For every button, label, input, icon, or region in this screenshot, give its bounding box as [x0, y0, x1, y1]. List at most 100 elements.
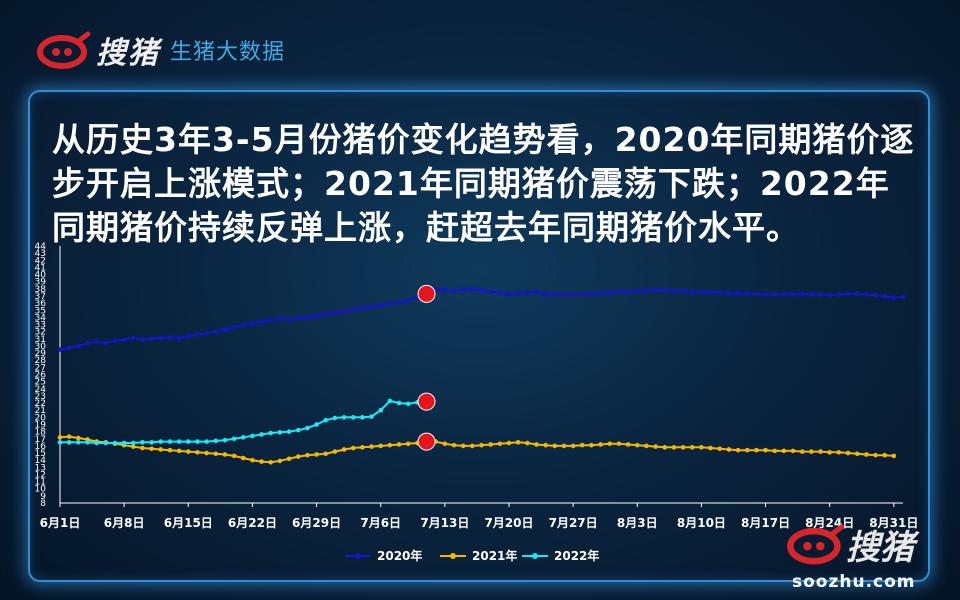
- data-point: [506, 440, 512, 446]
- data-point: [204, 439, 209, 444]
- watermark-name: 搜猪: [846, 528, 914, 568]
- data-point: [240, 455, 246, 461]
- highlight-marker: [417, 392, 436, 411]
- data-point: [534, 289, 539, 294]
- data-point: [891, 453, 897, 459]
- data-point: [717, 290, 723, 295]
- data-point: [360, 445, 365, 450]
- data-point: [552, 443, 558, 449]
- data-point: [497, 441, 503, 447]
- data-point: [772, 448, 778, 454]
- y-tick-label: 44: [35, 242, 47, 252]
- x-tick-label: 8月31日: [869, 516, 918, 530]
- data-point: [579, 442, 585, 448]
- data-point: [836, 292, 842, 297]
- data-point: [167, 447, 173, 453]
- data-point: [589, 442, 594, 448]
- data-point: [195, 450, 200, 455]
- data-point: [341, 415, 347, 420]
- data-point: [131, 335, 136, 341]
- data-point: [240, 435, 246, 440]
- data-point: [167, 335, 173, 340]
- data-point: [85, 340, 90, 346]
- y-tick-label: 38: [35, 285, 47, 295]
- data-point: [598, 290, 603, 296]
- data-point: [85, 440, 90, 445]
- data-point: [259, 459, 264, 464]
- data-point: [451, 442, 457, 448]
- data-point: [396, 400, 402, 406]
- data-point: [286, 456, 292, 462]
- data-point: [689, 289, 695, 294]
- data-point: [607, 290, 613, 295]
- data-point: [818, 292, 823, 297]
- y-tick-label: 29: [35, 349, 47, 359]
- data-point: [378, 443, 384, 449]
- data-point: [744, 291, 750, 297]
- data-point: [827, 292, 832, 298]
- x-tick-label: 8月10日: [677, 516, 726, 530]
- y-tick-label: 35: [35, 306, 46, 316]
- data-point: [76, 440, 81, 445]
- data-point: [671, 445, 677, 450]
- data-point: [158, 439, 164, 444]
- data-point: [717, 446, 723, 452]
- data-point: [277, 458, 283, 464]
- legend-label: 2021年: [472, 548, 517, 563]
- data-point: [818, 449, 823, 454]
- x-tick-label: 6月29日: [292, 516, 341, 530]
- watermark-url: soozhu.com: [792, 572, 916, 592]
- data-point: [442, 441, 448, 447]
- data-point: [149, 336, 154, 342]
- y-tick-label: 34: [35, 313, 47, 323]
- series-line: [59, 435, 894, 464]
- data-point: [699, 445, 704, 450]
- data-point: [543, 291, 548, 297]
- data-point: [827, 450, 832, 455]
- data-point: [323, 451, 329, 457]
- data-point: [378, 407, 384, 413]
- y-tick-label: 16: [35, 442, 47, 452]
- data-point: [213, 451, 219, 457]
- y-tick-label: 13: [35, 463, 46, 473]
- data-point: [460, 287, 466, 292]
- brand-name: 搜猪: [96, 36, 160, 71]
- x-tick-label: 6月8日: [104, 516, 145, 530]
- data-point: [369, 414, 374, 419]
- x-tick-label: 8月3日: [617, 516, 658, 530]
- data-point: [268, 430, 274, 436]
- data-point: [295, 454, 301, 459]
- data-point: [699, 289, 704, 294]
- legend-marker: [450, 553, 456, 559]
- y-tick-label: 25: [35, 378, 46, 388]
- data-point: [864, 452, 869, 457]
- data-point: [369, 304, 374, 309]
- data-point: [121, 337, 127, 342]
- data-point: [653, 444, 658, 449]
- data-point: [387, 301, 393, 307]
- x-tick-label: 7月6日: [360, 516, 401, 530]
- data-point: [103, 340, 109, 346]
- data-point: [149, 440, 154, 445]
- x-tick-label: 7月13日: [420, 516, 469, 530]
- data-point: [387, 442, 393, 448]
- data-point: [864, 292, 869, 297]
- data-point: [442, 287, 448, 293]
- data-point: [277, 430, 283, 435]
- series-line: [59, 287, 904, 351]
- data-point: [570, 292, 576, 297]
- x-tick-label: 7月20日: [484, 516, 533, 530]
- data-point: [790, 292, 796, 297]
- data-point: [662, 445, 668, 450]
- data-point: [277, 316, 283, 322]
- data-point: [158, 335, 164, 341]
- data-point: [598, 442, 603, 447]
- content-panel: [28, 90, 930, 582]
- data-point: [845, 291, 851, 297]
- data-point: [240, 322, 246, 328]
- data-point: [781, 292, 787, 297]
- y-tick-label: 11: [35, 478, 46, 488]
- y-tick-label: 30: [35, 342, 47, 352]
- y-tick-label: 14: [35, 456, 47, 466]
- y-tick-label: 36: [35, 299, 47, 309]
